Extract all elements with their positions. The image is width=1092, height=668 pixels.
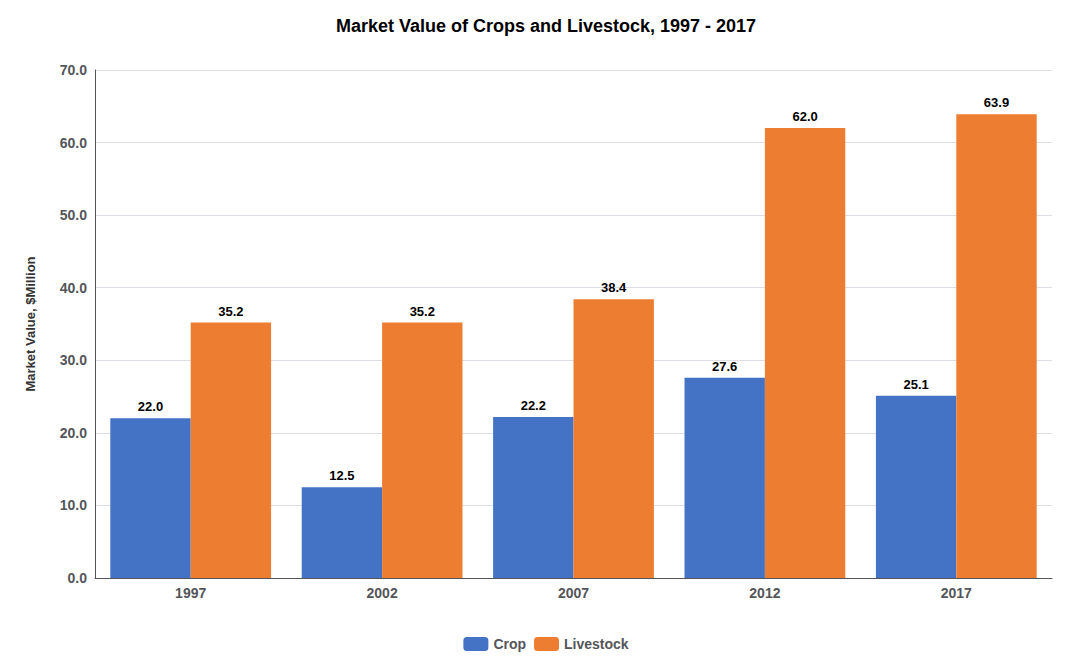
svg-text:Market Value, $Million: Market Value, $Million bbox=[23, 256, 38, 391]
svg-text:Crop: Crop bbox=[493, 636, 526, 652]
svg-text:22.2: 22.2 bbox=[521, 398, 546, 413]
svg-text:Livestock: Livestock bbox=[564, 636, 629, 652]
svg-text:12.5: 12.5 bbox=[329, 468, 354, 483]
svg-text:35.2: 35.2 bbox=[410, 304, 435, 319]
svg-text:Market Value of Crops and Live: Market Value of Crops and Livestock, 199… bbox=[336, 16, 756, 36]
svg-text:38.4: 38.4 bbox=[601, 280, 627, 295]
svg-text:25.1: 25.1 bbox=[903, 377, 928, 392]
svg-text:40.0: 40.0 bbox=[60, 280, 87, 296]
svg-text:50.0: 50.0 bbox=[60, 207, 87, 223]
svg-text:1997: 1997 bbox=[175, 585, 206, 601]
svg-text:70.0: 70.0 bbox=[60, 62, 87, 78]
svg-text:22.0: 22.0 bbox=[138, 399, 163, 414]
svg-text:63.9: 63.9 bbox=[984, 95, 1009, 110]
svg-text:2012: 2012 bbox=[749, 585, 780, 601]
svg-text:10.0: 10.0 bbox=[60, 497, 87, 513]
svg-text:0.0: 0.0 bbox=[68, 570, 88, 586]
svg-text:2007: 2007 bbox=[558, 585, 589, 601]
svg-text:62.0: 62.0 bbox=[792, 109, 817, 124]
svg-text:27.6: 27.6 bbox=[712, 359, 737, 374]
svg-text:35.2: 35.2 bbox=[218, 304, 243, 319]
svg-text:2017: 2017 bbox=[941, 585, 972, 601]
svg-text:60.0: 60.0 bbox=[60, 135, 87, 151]
svg-text:30.0: 30.0 bbox=[60, 352, 87, 368]
svg-text:20.0: 20.0 bbox=[60, 425, 87, 441]
svg-text:2002: 2002 bbox=[367, 585, 398, 601]
